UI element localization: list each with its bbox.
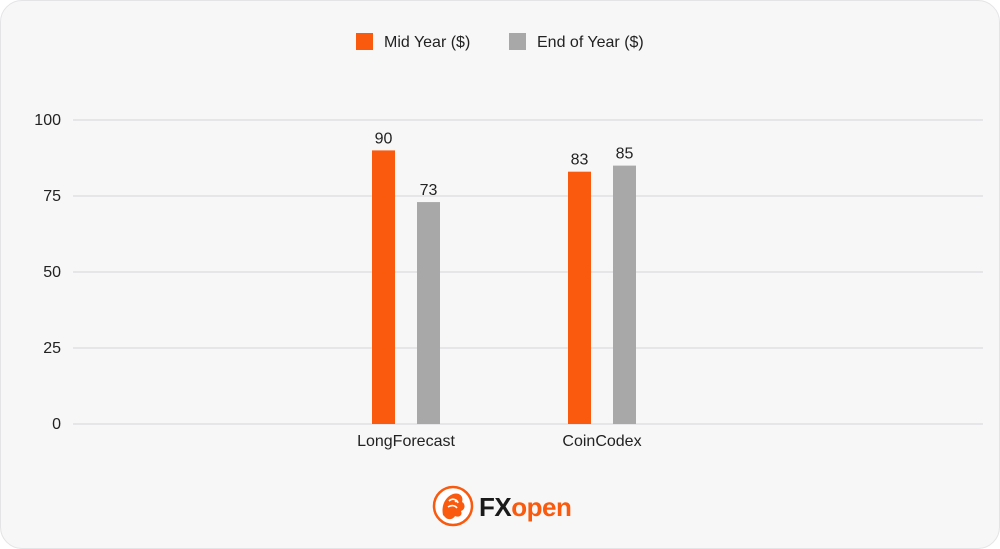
legend-label: Mid Year ($) [384, 34, 470, 51]
svg-text:FXopen: FXopen [479, 492, 571, 522]
bar-value-label: 83 [571, 152, 589, 169]
gridlines [73, 119, 983, 425]
y-tick-label: 0 [52, 416, 61, 433]
y-tick-label: 75 [43, 188, 61, 205]
x-tick-label: LongForecast [357, 433, 455, 450]
x-tick-label: CoinCodex [562, 433, 641, 450]
y-axis: 0 25 50 75 100 [34, 112, 61, 433]
lion-logo-icon [432, 485, 474, 527]
y-tick-label: 50 [43, 264, 61, 281]
bar-value-label: 85 [616, 146, 634, 163]
bar [417, 202, 440, 424]
brand-logo: FXopen [432, 485, 572, 527]
x-axis: LongForecast CoinCodex [357, 433, 642, 450]
bar [372, 150, 395, 424]
y-tick-label: 25 [43, 340, 61, 357]
bar-value-label: 73 [420, 182, 438, 199]
bar [613, 165, 636, 424]
brand-name-open: open [511, 492, 571, 522]
y-tick-label: 100 [34, 112, 61, 129]
legend-swatch [356, 33, 373, 50]
bar [568, 171, 591, 424]
bars: 90 73 83 85 [372, 130, 636, 424]
brand-name-fx: FX [479, 492, 512, 522]
legend: Mid Year ($) End of Year ($) [356, 33, 644, 51]
legend-swatch [509, 33, 526, 50]
bar-value-label: 90 [375, 130, 393, 147]
legend-label: End of Year ($) [537, 34, 644, 51]
